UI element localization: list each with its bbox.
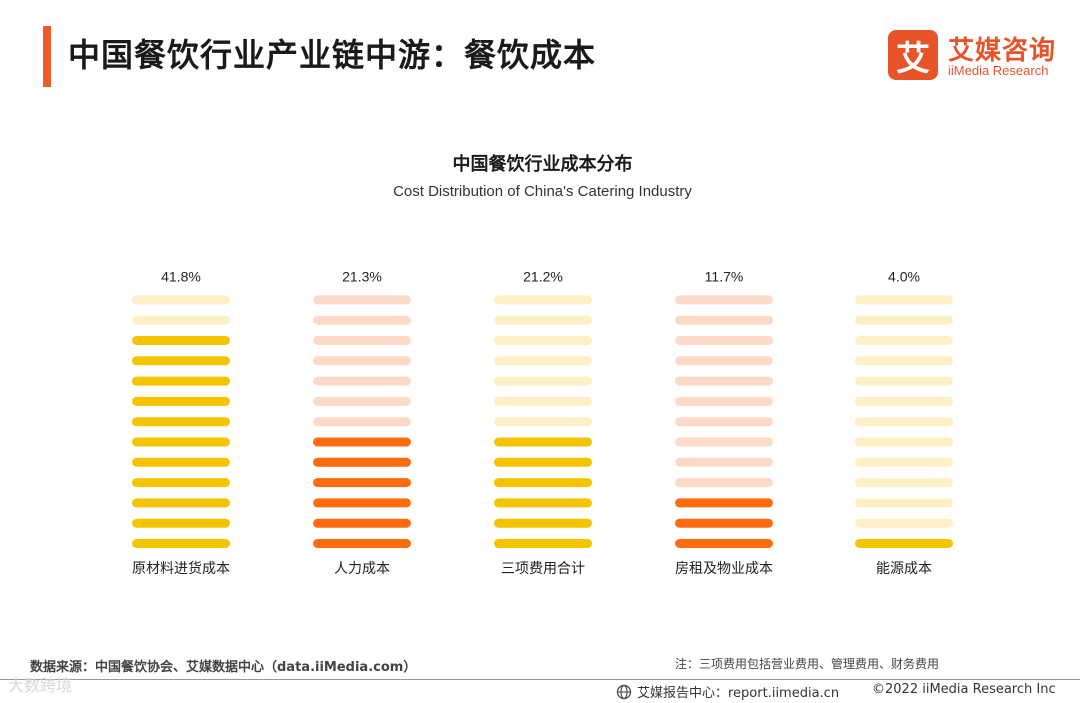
bar-stripe-filled: [494, 437, 592, 447]
bar-stripe-empty: [132, 295, 230, 305]
bar-stripe-empty: [855, 518, 953, 528]
bar-stripe-empty: [675, 295, 773, 305]
category-label: 房租及物业成本: [675, 561, 773, 577]
page-title: 中国餐饮行业产业链中游：餐饮成本: [68, 36, 597, 74]
bar-stripe-filled: [132, 356, 230, 366]
bar-stripe-filled: [313, 518, 411, 528]
bar-stripe-filled: [313, 539, 411, 548]
bar-stripe-empty: [675, 457, 773, 467]
bar-stripe-empty: [675, 417, 773, 427]
bar-stripe-filled: [494, 478, 592, 488]
data-source: 数据来源：中国餐饮协会、艾媒数据中心（data.iiMedia.com）: [30, 660, 417, 675]
bar-stripe-empty: [675, 315, 773, 325]
category-label: 原材料进货成本: [132, 560, 230, 577]
bar-stripe-empty: [675, 396, 773, 406]
bar-stripe-empty: [132, 315, 230, 325]
bar-stripe-empty: [855, 396, 953, 406]
bar-stripe-filled: [132, 437, 230, 447]
bar-stripe-empty: [313, 295, 411, 305]
logo-name-en: iiMedia Research: [948, 63, 1049, 78]
bar-stripe-empty: [313, 396, 411, 406]
bar-column-4: [675, 295, 773, 548]
bar-stripe-empty: [675, 437, 773, 447]
bar-stripe-empty: [855, 356, 953, 366]
bar-stripe-filled: [313, 437, 411, 447]
bar-stripe-filled: [494, 457, 592, 467]
bar-stripe-empty: [675, 376, 773, 386]
bar-stripe-filled: [494, 539, 592, 548]
bar-stripe-empty: [855, 376, 953, 386]
chart-subtitle: Cost Distribution of China's Catering In…: [393, 183, 692, 200]
bar-stripe-empty: [313, 336, 411, 345]
title-accent-bar: [43, 26, 51, 87]
bar-stripe-filled: [494, 498, 592, 508]
category-label: 能源成本: [876, 561, 932, 577]
bar-stripe-empty: [313, 356, 411, 366]
bar-stripe-empty: [313, 417, 411, 427]
watermark: 大数跨境: [8, 676, 73, 695]
bar-stripe-empty: [855, 498, 953, 508]
bar-stripe-empty: [494, 396, 592, 406]
bar-column-1: [132, 295, 230, 548]
bar-stripe-empty: [494, 295, 592, 305]
value-label: 21.2%: [523, 268, 563, 284]
bar-stripe-filled: [313, 498, 411, 508]
bar-stripe-empty: [855, 315, 953, 325]
logo-mark: 艾: [888, 30, 938, 80]
bar-stripe-empty: [494, 417, 592, 427]
bar-stripe-filled: [132, 336, 230, 345]
bar-stripe-empty: [855, 336, 953, 345]
bar-stripe-empty: [313, 315, 411, 325]
bar-stripe-empty: [675, 478, 773, 488]
bar-stripe-empty: [855, 295, 953, 305]
bar-stripe-filled: [494, 518, 592, 528]
bar-stripe-filled: [132, 457, 230, 467]
bar-stripe-empty: [855, 417, 953, 427]
bar-stripe-filled: [313, 457, 411, 467]
footer-divider: [0, 679, 1080, 680]
bar-stripe-filled: [675, 498, 773, 508]
bar-stripe-filled: [132, 478, 230, 488]
bar-column-5: [855, 295, 953, 548]
bar-stripe-empty: [675, 336, 773, 345]
bar-stripe-empty: [855, 437, 953, 447]
bar-stripe-empty: [855, 478, 953, 488]
bar-stripe-empty: [494, 356, 592, 366]
footer-copyright: ©2022 iiMedia Research Inc: [872, 682, 1056, 697]
bar-stripe-empty: [494, 315, 592, 325]
bar-stripe-empty: [855, 457, 953, 467]
bar-stripe-filled: [132, 417, 230, 427]
bar-column-2: [313, 295, 411, 548]
bar-stripe-filled: [675, 518, 773, 528]
chart-title: 中国餐饮行业成本分布: [452, 154, 633, 175]
bar-column-3: [494, 295, 592, 548]
value-label: 11.7%: [705, 268, 744, 284]
bar-stripe-filled: [313, 478, 411, 488]
value-label: 4.0%: [888, 268, 920, 284]
iimedia-logo: 艾 艾媒咨询 iiMedia Research: [888, 30, 1068, 82]
bar-stripe-filled: [132, 539, 230, 548]
bar-stripe-empty: [494, 336, 592, 345]
bar-stripe-filled: [675, 539, 773, 548]
footnote: 注：三项费用包括营业费用、管理费用、财务费用: [675, 657, 940, 671]
bar-stripe-empty: [494, 376, 592, 386]
bar-stripe-filled: [132, 396, 230, 406]
bar-stripe-filled: [855, 539, 953, 548]
value-label: 21.3%: [342, 268, 382, 284]
cost-distribution-chart: 41.8% 原材料进货成本 21.3% 人力成本 21.2% 三项费用合计 11.7% 房租及…: [132, 268, 953, 577]
category-label: 三项费用合计: [501, 561, 585, 577]
bar-stripe-filled: [132, 518, 230, 528]
logo-name-cn: 艾媒咨询: [948, 36, 1057, 66]
category-label: 人力成本: [334, 561, 390, 577]
footer-report-text: 艾媒报告中心：report.iimedia.cn: [637, 686, 840, 701]
footer-report: 艾媒报告中心：report.iimedia.cn: [616, 682, 839, 701]
globe-icon: [616, 684, 632, 699]
bar-stripe-filled: [132, 376, 230, 386]
bar-stripe-filled: [132, 498, 230, 508]
bar-stripe-empty: [313, 376, 411, 386]
value-label: 41.8%: [161, 268, 201, 284]
bar-stripe-empty: [675, 356, 773, 366]
